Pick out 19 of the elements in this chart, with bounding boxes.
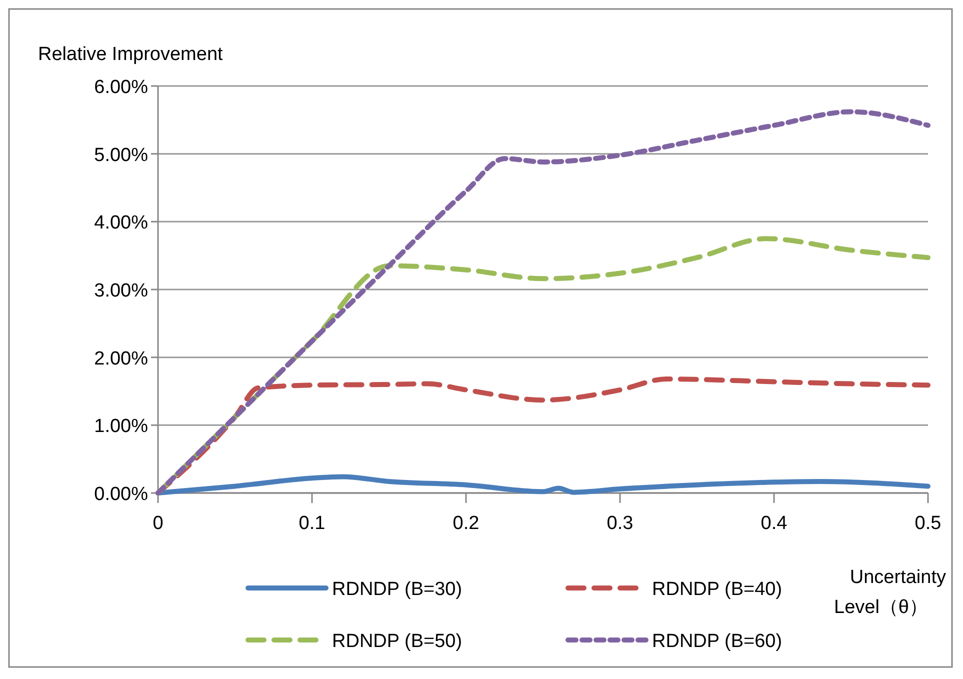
x-tick-label: 0.1 [298, 513, 326, 534]
y-tick-label: 5.00% [94, 144, 148, 166]
y-axis-title: Relative Improvement [38, 44, 224, 65]
x-tick-label: 0.2 [452, 513, 480, 534]
x-tick-label: 0.3 [606, 513, 634, 534]
y-tick-label: 4.00% [94, 212, 148, 234]
legend-label: RDNDP (B=30) [332, 579, 462, 600]
x-tick-label: 0 [152, 513, 164, 534]
y-tick-label: 2.00% [94, 348, 148, 370]
x-tick-label: 0.4 [760, 513, 788, 534]
x-axis-title: Uncertainty Level（θ） [834, 567, 946, 618]
legend-label: RDNDP (B=40) [652, 579, 782, 600]
y-tick-label: 6.00% [94, 77, 148, 98]
y-tick-label: 1.00% [94, 416, 148, 438]
y-tick-label: 0.00% [94, 484, 148, 505]
y-tick-label: 3.00% [94, 280, 148, 302]
legend-label: RDNDP (B=50) [332, 631, 462, 652]
x-tick-label: 0.5 [914, 513, 942, 534]
legend-label: RDNDP (B=60) [652, 631, 782, 652]
